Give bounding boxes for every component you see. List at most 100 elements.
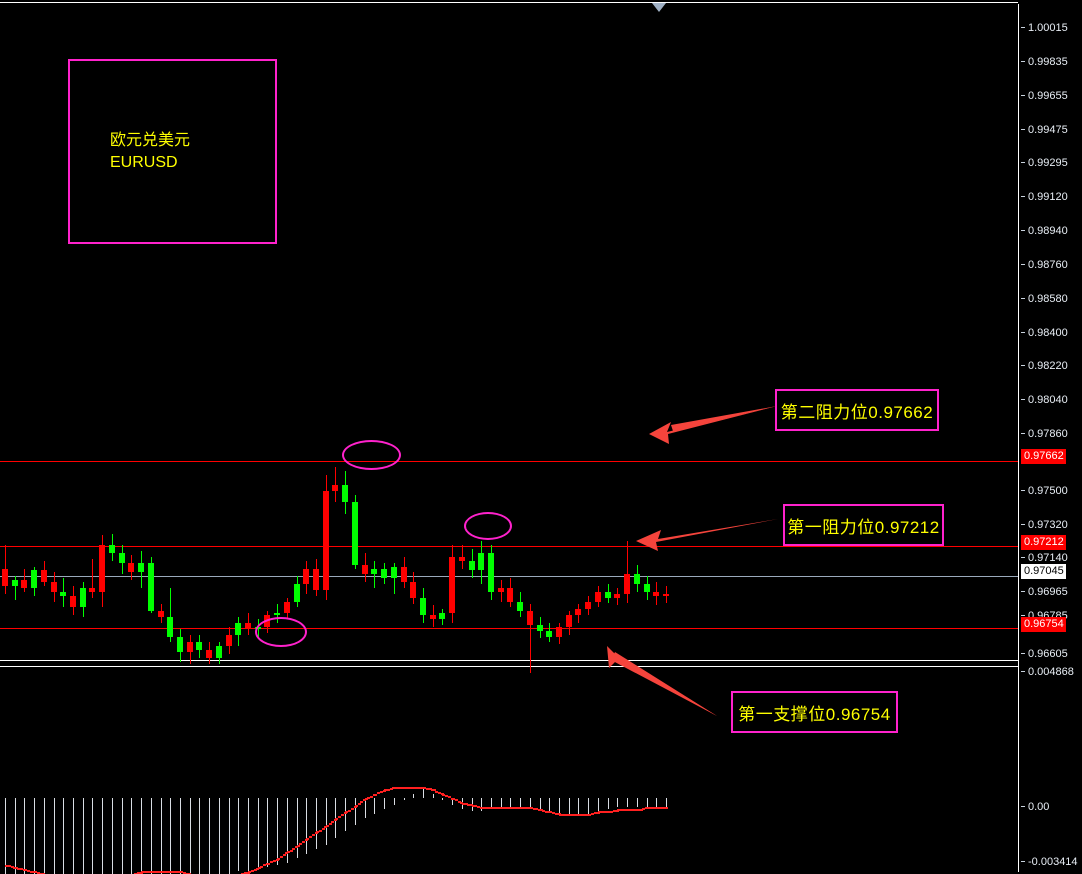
signal-dot	[160, 871, 164, 874]
signal-dot	[552, 812, 556, 815]
signal-dot	[588, 813, 592, 816]
macd-bar	[218, 798, 220, 874]
axis-tick: 0.99295	[1021, 158, 1068, 169]
axis-tick: 0.98400	[1021, 328, 1068, 339]
macd-bar	[354, 798, 356, 825]
first-support-arrow	[607, 646, 717, 716]
axis-tick: 0.98040	[1021, 395, 1068, 406]
signal-dot	[175, 871, 179, 874]
signal-dot	[496, 807, 500, 810]
axis-tick: 0.97320	[1021, 520, 1068, 531]
first-support-label-box[interactable]: 第一支撑位0.96754	[731, 691, 898, 733]
signal-dot	[143, 871, 147, 874]
signal-dot	[656, 807, 660, 810]
signal-dot	[146, 871, 150, 874]
signal-dot	[471, 804, 475, 807]
signal-dot	[493, 807, 497, 810]
chevron-down-icon[interactable]	[652, 3, 666, 12]
axis-tick: 0.98580	[1021, 294, 1068, 305]
signal-dot	[282, 854, 286, 857]
symbol-label-box[interactable]: 欧元兑美元 EURUSD	[68, 59, 277, 244]
macd-bar	[529, 798, 531, 808]
signal-dot	[318, 829, 322, 832]
signal-dot	[370, 795, 374, 798]
signal-dot	[584, 813, 588, 816]
signal-dot	[545, 810, 549, 813]
price-badge: 0.97662	[1021, 449, 1066, 464]
signal-dot	[338, 816, 342, 819]
signal-dot	[600, 811, 604, 814]
signal-dot	[24, 869, 28, 872]
macd-bar	[53, 798, 55, 874]
macd-bar	[510, 798, 512, 808]
signal-dot	[629, 809, 633, 812]
signal-dot	[503, 807, 507, 810]
level-line-current-price	[0, 576, 1018, 577]
signal-dot	[593, 812, 597, 815]
axis-tick: 0.98940	[1021, 226, 1068, 237]
signal-dot	[561, 813, 565, 816]
level-line-first-resistance	[0, 546, 1018, 547]
signal-dot	[664, 807, 668, 810]
first-resistance-label-box[interactable]: 第一阻力位0.97212	[783, 504, 944, 546]
signal-dot	[481, 807, 485, 810]
signal-dot	[474, 805, 478, 808]
signal-dot	[331, 821, 335, 823]
signal-dot	[166, 871, 170, 874]
macd-bar	[646, 798, 648, 808]
macd-bar	[228, 798, 230, 874]
signal-dot	[539, 809, 543, 812]
axis-tick: 0.98220	[1021, 361, 1068, 372]
axis-tick: 0.96785	[1021, 611, 1068, 622]
top-divider	[0, 2, 1018, 3]
macd-bar	[63, 798, 65, 874]
signal-dot	[384, 789, 388, 792]
macd-bar	[432, 793, 434, 799]
second-resistance-label-box[interactable]: 第二阻力位0.97662	[775, 389, 939, 431]
signal-dot	[29, 870, 33, 873]
signal-dot	[272, 860, 276, 863]
level-line-first-support	[0, 628, 1018, 629]
axis-tick: 0.97500	[1021, 486, 1068, 497]
macd-bar	[277, 798, 279, 865]
signal-dot	[299, 842, 303, 845]
macd-bar	[316, 798, 318, 850]
signal-dot	[267, 862, 271, 865]
signal-dot	[639, 808, 643, 811]
macd-indicator-pane[interactable]	[0, 690, 1018, 874]
macd-bar	[597, 798, 599, 812]
macd-bar	[500, 798, 502, 808]
macd-bar	[452, 798, 454, 805]
signal-dot	[367, 796, 371, 799]
signal-dot	[454, 799, 458, 802]
signal-dot	[354, 804, 358, 807]
signal-dot	[467, 803, 471, 806]
signal-dot	[150, 871, 154, 874]
signal-dot	[661, 807, 665, 810]
price-axis[interactable]: 1.00015 0.99835 0.99655 0.99475 0.99295 0.991…	[1018, 0, 1082, 874]
signal-dot	[27, 869, 31, 872]
signal-dot	[578, 813, 582, 816]
signal-dot	[510, 807, 514, 810]
signal-dot	[622, 809, 626, 812]
signal-dot	[296, 844, 300, 847]
macd-bar	[559, 798, 561, 814]
signal-dot	[286, 851, 290, 854]
first-support-label: 第一支撑位0.96754	[738, 704, 891, 724]
highlight-ellipse-retest	[464, 512, 512, 540]
price-chart-pane[interactable]	[0, 0, 1018, 690]
signal-dot	[321, 827, 325, 830]
signal-dot	[409, 787, 413, 790]
signal-dot	[613, 810, 617, 813]
signal-dot	[350, 807, 354, 810]
macd-bar	[199, 798, 201, 874]
indicator-axis-tick: 0.004868	[1021, 667, 1074, 678]
signal-dot	[325, 824, 329, 827]
signal-dot	[416, 787, 420, 790]
signal-dot	[270, 861, 274, 864]
macd-bar	[306, 798, 308, 854]
macd-bar	[24, 798, 26, 874]
signal-dot	[457, 800, 461, 803]
signal-dot	[554, 812, 558, 815]
